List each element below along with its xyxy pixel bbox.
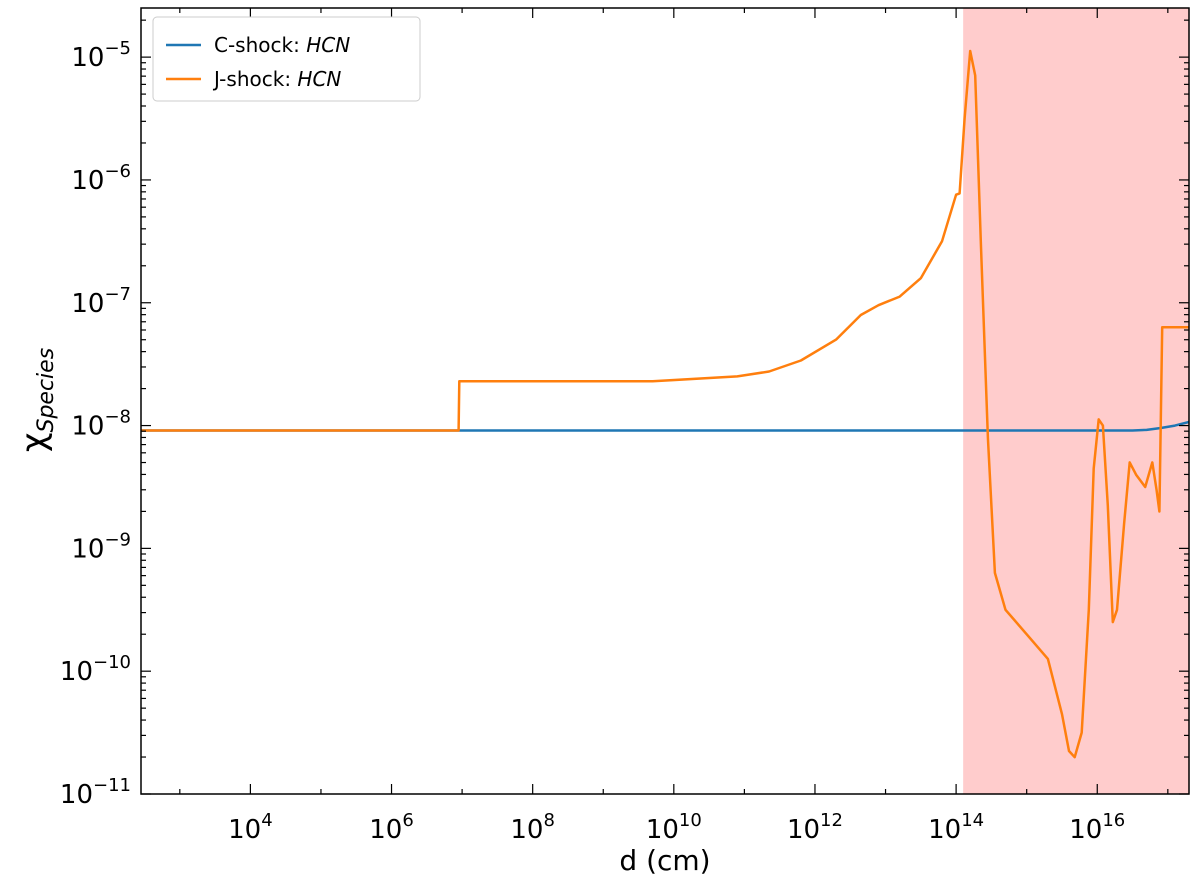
x-tick-label: 1014 [928,810,984,845]
shaded-region-layer [963,8,1189,794]
shaded-region [963,8,1189,794]
x-tick-label: 1010 [646,810,702,845]
y-tick-label: 10−9 [71,529,131,564]
legend-label-c-shock: C-shock: HCN [214,33,350,57]
tick-label-layer: 104 106 108 1010 1012 1014 1016 10−11 10−10 10−9 1… [60,38,1125,845]
legend-box [152,16,421,102]
legend: C-shock: HCN J-shock: HCN [152,16,421,102]
series-line-j-shock [141,49,1189,759]
y-tick-label: 10−11 [60,775,131,810]
y-tick-label: 10−10 [60,652,131,687]
x-tick-label: 108 [510,810,555,845]
x-axis-title: d (cm) [619,844,710,877]
y-tick-label: 10−5 [71,38,131,73]
y-tick-label: 10−7 [71,284,131,319]
legend-label-j-shock: J-shock: HCN [212,67,341,91]
tick-layer [141,8,1189,795]
y-axis-title: χSpecies [14,348,59,452]
x-tick-label: 1016 [1069,810,1125,845]
series-layer [141,49,1189,759]
x-tick-label: 1012 [787,810,843,845]
y-tick-label: 10−8 [71,407,131,442]
y-tick-label: 10−6 [71,161,131,196]
x-tick-label: 104 [228,810,273,845]
plot-frame [140,7,1190,795]
x-tick-label: 106 [369,810,414,845]
